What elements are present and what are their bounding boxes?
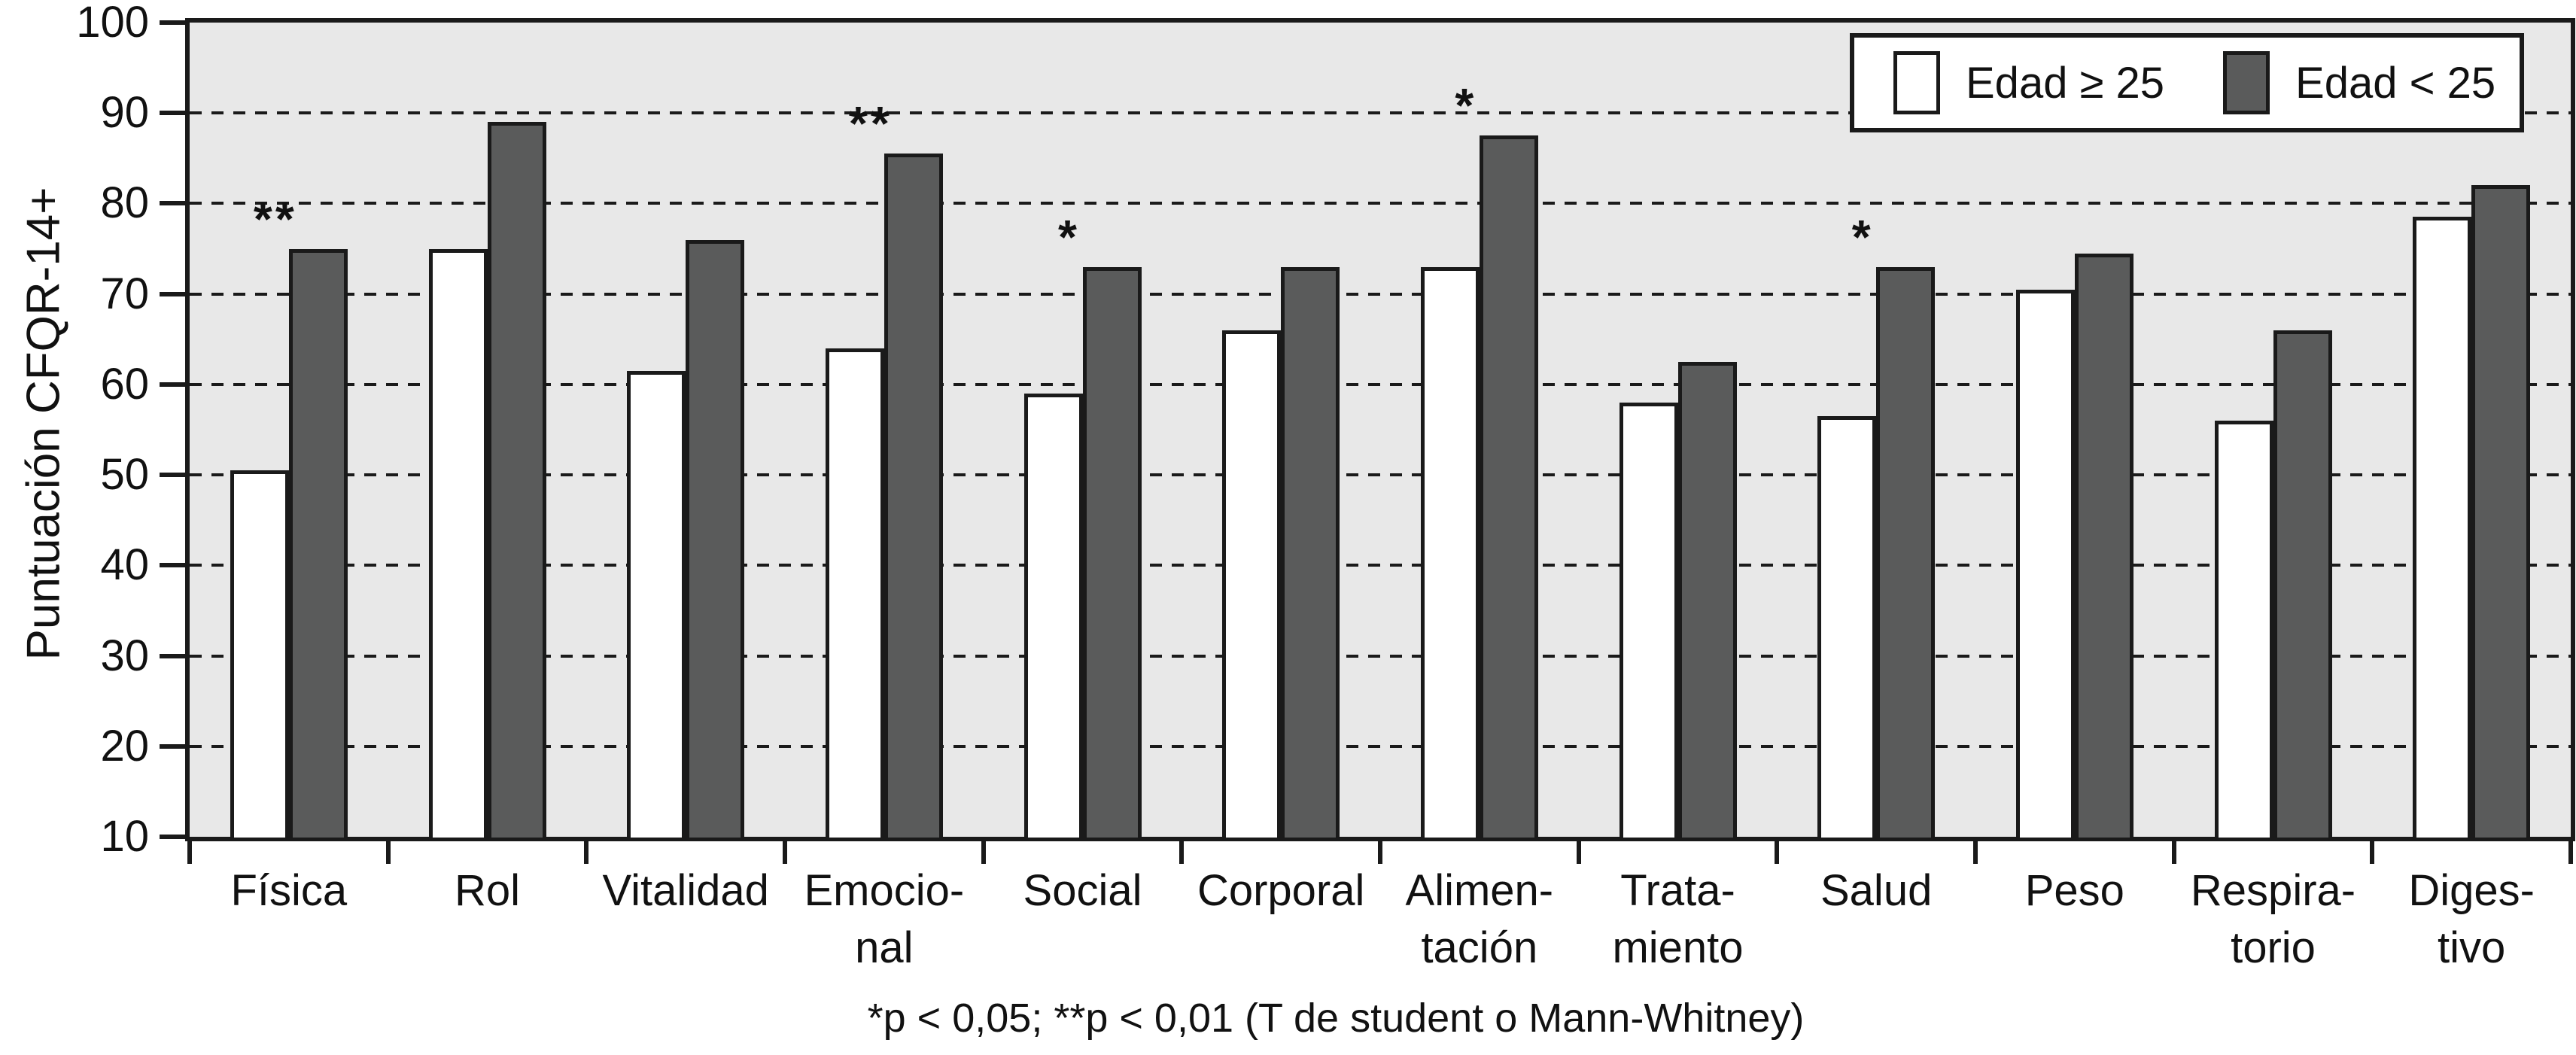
bar-edad-25-fisica: [288, 248, 348, 841]
x-axis-label-rol: Rol: [454, 866, 521, 915]
y-axis-tick-20: [160, 743, 185, 749]
x-axis-tick-3: [783, 841, 787, 864]
x-axis-tick-10: [2171, 841, 2176, 864]
bar-edad-25-vitalidad: [686, 239, 745, 841]
x-axis-tick-2: [584, 841, 589, 864]
bar-edad-25-rol: [428, 248, 488, 841]
y-axis-tick-10: [160, 835, 185, 839]
bar-edad-25-alimentacion: [1479, 135, 1538, 841]
x-axis-label-alimentacion: Alimen-: [1405, 866, 1554, 915]
y-axis-tick-30: [160, 653, 185, 658]
y-axis-tick-90: [160, 111, 185, 116]
bar-edad-25-peso: [2015, 289, 2075, 841]
x-axis-label-emocional-line2: nal: [855, 923, 914, 972]
y-axis-tick-50: [160, 473, 185, 478]
x-axis-label-vitalidad: Vitalidad: [602, 866, 769, 915]
x-axis-label-emocional: Emocio-: [804, 866, 965, 915]
x-axis-label-tratamiento: Trata-: [1620, 866, 1735, 915]
y-axis-tick-label-60: 60: [100, 359, 149, 409]
bar-edad-25-fisica: [230, 470, 289, 841]
bar-edad-25-alimentacion: [1420, 266, 1480, 841]
x-axis-tick-12: [2568, 841, 2573, 864]
x-axis-tick-11: [2370, 841, 2375, 864]
x-axis-tick-6: [1378, 841, 1382, 864]
bar-edad-25-emocional: [825, 348, 884, 841]
y-axis-tick-label-10: 10: [100, 812, 149, 861]
y-axis-tick-60: [160, 382, 185, 387]
bar-edad-25-tratamiento: [1677, 361, 1737, 841]
bar-edad-25-respiratorio: [2214, 420, 2273, 841]
y-axis-tick-70: [160, 291, 185, 296]
bar-edad-25-salud: [1876, 266, 1936, 841]
y-axis-tick-80: [160, 201, 185, 206]
x-axis-label-social: Social: [1023, 866, 1142, 915]
x-axis-tick-4: [981, 841, 986, 864]
y-axis-tick-40: [160, 563, 185, 568]
y-axis-tick-label-20: 20: [100, 721, 149, 771]
bar-edad-25-social: [1082, 266, 1142, 841]
bar-edad-25-emocional: [884, 154, 943, 841]
gridline-50: [190, 473, 2571, 477]
gridline-20: [190, 744, 2571, 748]
x-axis-tick-0: [187, 841, 192, 864]
gridline-30: [190, 654, 2571, 658]
legend: Edad ≥ 25 Edad < 25: [1850, 33, 2524, 132]
y-axis-tick-label-90: 90: [100, 88, 149, 138]
significance-footnote: *p < 0,05; **p < 0,01 (T de student o Ma…: [867, 996, 1805, 1041]
x-axis-tick-7: [1576, 841, 1581, 864]
x-axis-label-corporal: Corporal: [1197, 866, 1365, 915]
bar-edad-25-corporal: [1222, 330, 1282, 841]
y-axis-tick-100: [160, 20, 185, 25]
legend-label-edad-ge-25: Edad ≥ 25: [1966, 58, 2165, 108]
significance-marker-salud: *: [1851, 209, 1874, 264]
bar-edad-25-vitalidad: [627, 370, 686, 841]
legend-swatch-edad-ge-25: [1893, 51, 1940, 114]
x-axis-label-digestivo-line2: tivo: [2438, 923, 2506, 972]
bar-edad-25-social: [1023, 393, 1083, 841]
x-axis-tick-8: [1775, 841, 1780, 864]
y-axis-tick-label-30: 30: [100, 631, 149, 680]
bar-edad-25-peso: [2074, 253, 2133, 841]
gridline-90: [190, 111, 2571, 115]
significance-marker-fisica: **: [253, 191, 297, 246]
significance-marker-social: *: [1058, 209, 1080, 264]
y-axis-tick-label-50: 50: [100, 450, 149, 500]
x-axis-label-respiratorio-line2: torio: [2231, 923, 2316, 972]
legend-label-edad-lt-25: Edad < 25: [2295, 58, 2496, 108]
y-axis-tick-label-70: 70: [100, 269, 149, 318]
bar-edad-25-respiratorio: [2273, 330, 2332, 841]
x-axis-label-alimentacion-line2: tación: [1421, 923, 1538, 972]
gridline-60: [190, 382, 2571, 386]
bar-edad-25-digestivo: [2471, 185, 2531, 841]
bar-edad-25-salud: [1817, 415, 1877, 841]
x-axis-label-respiratorio: Respira-: [2190, 866, 2356, 915]
x-axis-label-fisica: Física: [230, 866, 348, 915]
gridline-70: [190, 292, 2571, 296]
x-axis-tick-9: [1973, 841, 1978, 864]
plot-area: [185, 18, 2575, 841]
significance-marker-emocional: **: [848, 96, 893, 151]
bar-edad-25-corporal: [1281, 266, 1340, 841]
x-axis-tick-1: [385, 841, 391, 864]
gridline-80: [190, 202, 2571, 205]
legend-swatch-edad-lt-25: [2223, 51, 2270, 114]
bar-edad-25-rol: [487, 122, 546, 841]
x-axis-label-digestivo: Diges-: [2408, 866, 2535, 915]
x-axis-label-salud: Salud: [1820, 866, 1933, 915]
y-axis-tick-label-80: 80: [100, 178, 149, 228]
y-axis-tick-label-40: 40: [100, 540, 149, 590]
y-axis-tick-label-100: 100: [76, 0, 149, 47]
bar-edad-25-digestivo: [2413, 217, 2472, 841]
gridline-40: [190, 564, 2571, 567]
x-axis-label-peso: Peso: [2024, 866, 2124, 915]
significance-marker-alimentacion: *: [1455, 78, 1477, 133]
x-axis-tick-5: [1179, 841, 1185, 864]
bar-edad-25-tratamiento: [1619, 402, 1678, 841]
x-axis-label-tratamiento-line2: miento: [1612, 923, 1744, 972]
